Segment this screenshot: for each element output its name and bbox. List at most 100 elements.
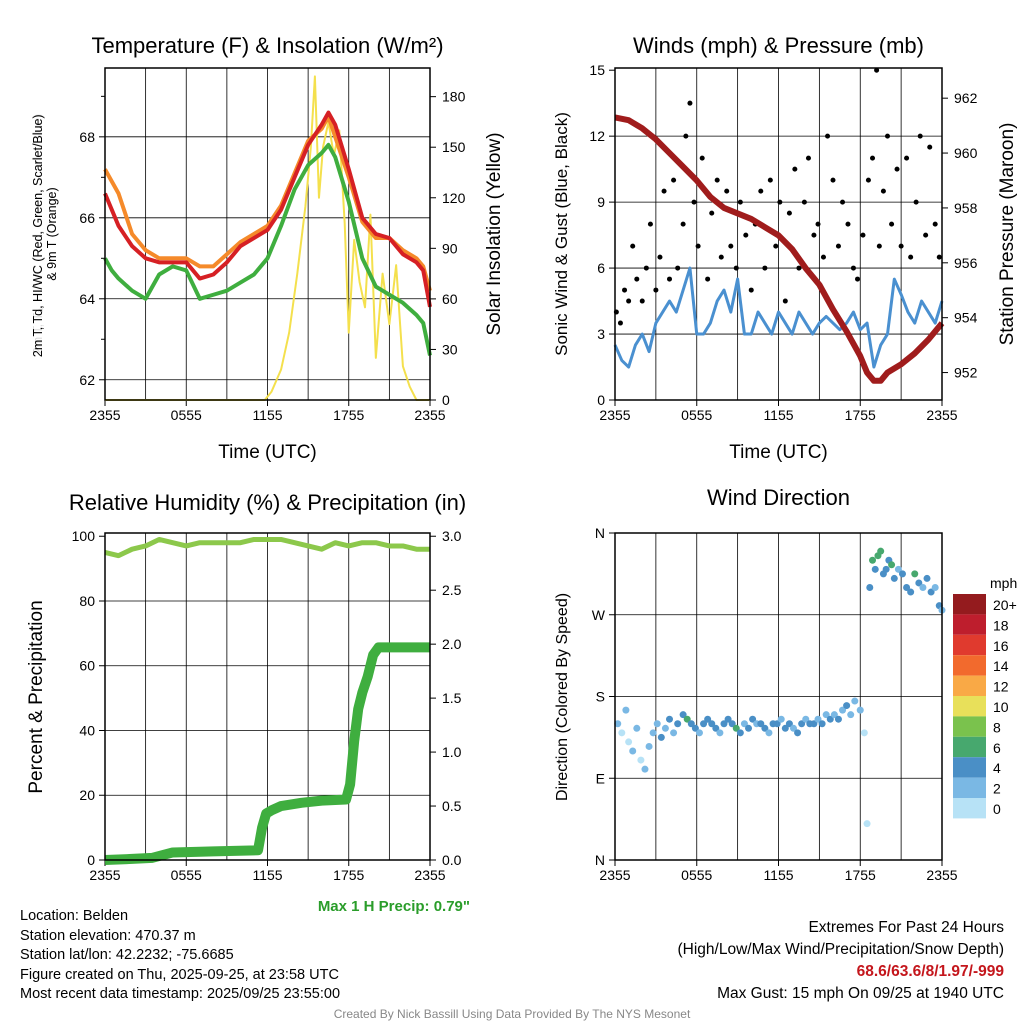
y-axis-label-alt-2: & 9m T (Orange) <box>45 187 59 280</box>
direction-point <box>818 720 826 728</box>
gust-point <box>773 243 779 249</box>
legend-label: 12 <box>993 679 1009 695</box>
y2-tick-label: 0.5 <box>442 798 462 814</box>
legend-swatch <box>953 696 986 717</box>
gust-point <box>705 276 711 282</box>
y-tick-label: S <box>596 689 605 705</box>
gust-point <box>898 243 904 249</box>
gust-point <box>782 298 788 304</box>
x-axis-label: Time (UTC) <box>729 442 828 463</box>
y-axis-label-full: 2m T, Td, HI/WC (Red, Green, Scarlet/Blu… <box>31 111 59 357</box>
legend-label: 8 <box>993 719 1001 735</box>
direction-point <box>645 742 653 750</box>
x-tick-label: 1155 <box>252 407 282 423</box>
legend-label: 4 <box>993 760 1001 776</box>
gust-point <box>927 144 933 150</box>
panel-3: Relative Humidity (%) & Precipitation (i… <box>26 490 470 915</box>
direction-point <box>649 729 657 737</box>
direction-point <box>757 720 765 728</box>
recent: Most recent data timestamp: 2025/09/25 2… <box>20 986 341 1002</box>
gust-point <box>805 155 811 161</box>
x-tick-label: 1155 <box>763 407 793 423</box>
gust-point <box>714 177 720 183</box>
gust-point <box>647 221 653 227</box>
x-axis-label: Time (UTC) <box>218 442 317 463</box>
credit: Created By Nick Bassill Using Data Provi… <box>333 1007 691 1021</box>
legend-swatch <box>953 614 986 635</box>
y2-axis-label: Solar Insolation (Yellow) <box>484 132 505 335</box>
y2-tick-label: 2.0 <box>442 636 462 652</box>
direction-point <box>822 711 830 719</box>
direction-point <box>898 570 906 578</box>
gust-point <box>860 232 866 238</box>
x-tick-label: 2355 <box>926 407 957 423</box>
x-tick-label: 0555 <box>171 867 202 883</box>
y-axis-label-line-2: & 9m T (Orange) <box>45 187 59 280</box>
direction-point <box>785 720 793 728</box>
direction-point <box>773 720 781 728</box>
x-tick-label: 2355 <box>926 867 957 883</box>
gust-point <box>913 199 919 205</box>
y2-tick-label: 30 <box>442 341 458 357</box>
gust-point <box>885 133 890 139</box>
direction-point <box>871 565 879 573</box>
gust-point <box>845 221 851 227</box>
gust-point <box>639 298 645 304</box>
direction-point <box>814 715 822 723</box>
series-rh <box>104 536 430 559</box>
plot-border <box>614 67 943 401</box>
gust-point <box>661 188 667 194</box>
x-tick-label: 0555 <box>681 867 712 883</box>
direction-point <box>877 547 885 555</box>
gust-point <box>876 243 882 249</box>
direction-point <box>851 697 859 705</box>
gust-point <box>728 243 734 249</box>
gust-point <box>733 265 739 271</box>
legend-label: 0 <box>993 801 1001 817</box>
gust-point <box>870 155 876 161</box>
gust-point <box>815 221 821 227</box>
y-tick-label: 62 <box>79 372 95 388</box>
gust-point <box>908 254 914 260</box>
plot-border <box>104 532 431 861</box>
y2-tick-label: 60 <box>442 291 458 307</box>
location: Location: Belden <box>20 908 129 924</box>
y-tick-label: 40 <box>79 722 95 738</box>
direction-point <box>869 556 877 564</box>
gust-point <box>718 254 724 260</box>
max-gust: Max Gust: 15 mph On 09/25 at 1940 UTC <box>717 985 1004 1002</box>
latlon: Station lat/lon: 42.2232; -75.6685 <box>20 947 234 963</box>
y-tick-label: N <box>595 525 605 541</box>
y2-tick-label: 956 <box>954 255 978 271</box>
x-tick-label: 2355 <box>599 867 630 883</box>
plot-border <box>614 532 943 861</box>
chart-title: Temperature (F) & Insolation (W/m²) <box>91 33 443 58</box>
y-axis-label: Sonic Wind & Gust (Blue, Black) <box>552 112 571 356</box>
plot-border <box>104 67 431 401</box>
direction-point <box>777 715 785 723</box>
y2-tick-label: 150 <box>442 139 466 155</box>
direction-point <box>843 702 851 710</box>
y2-tick-label: 3.0 <box>442 528 462 544</box>
legend-swatch <box>953 675 986 696</box>
gust-point <box>820 254 826 260</box>
y-tick-label: 0 <box>87 852 95 868</box>
y-tick-label: E <box>596 770 605 786</box>
created: Figure created on Thu, 2025-09-25, at 23… <box>20 966 339 983</box>
gust-point <box>936 254 942 260</box>
y2-tick-label: 1.0 <box>442 744 462 760</box>
elevation: Station elevation: 470.37 m <box>20 927 196 944</box>
direction-point <box>931 584 939 591</box>
y-tick-label: 9 <box>597 194 605 210</box>
direction-point <box>683 715 691 723</box>
direction-point <box>745 724 753 732</box>
gust-point <box>743 232 749 238</box>
direction-point <box>911 570 919 578</box>
x-tick-label: 0555 <box>681 407 712 423</box>
direction-point <box>679 711 687 719</box>
x-tick-label: 2355 <box>89 867 120 883</box>
x-tick-label: 1755 <box>333 407 364 423</box>
legend-title: mph <box>990 575 1017 591</box>
y-tick-label: 66 <box>79 210 95 226</box>
